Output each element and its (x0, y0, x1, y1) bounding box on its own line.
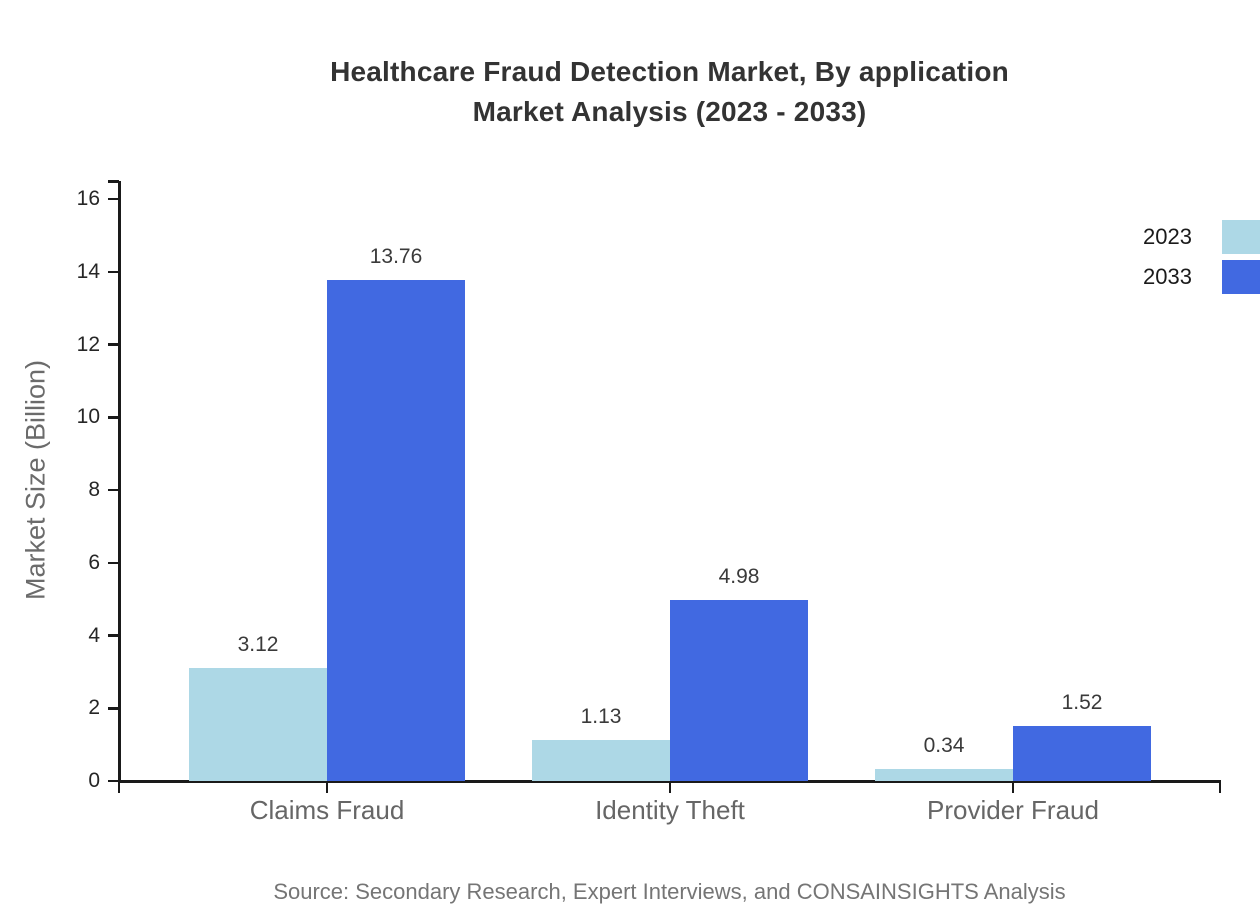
chart-title: Healthcare Fraud Detection Market, By ap… (119, 52, 1220, 132)
y-tick (108, 707, 119, 710)
legend-label-2033: 2033 (1143, 264, 1192, 289)
value-label-2023-claims-fraud: 3.12 (237, 632, 279, 656)
legend-item-2033: 2033 (1000, 260, 1260, 294)
x-axis-label-provider-fraud: Provider Fraud (927, 795, 1099, 825)
y-tick (108, 634, 119, 637)
legend-item-2023: 2023 (1000, 220, 1260, 254)
legend-swatch-2023 (1222, 220, 1260, 254)
bar-2033-claims-fraud (327, 280, 465, 781)
y-tick-label: 4 (88, 623, 100, 647)
y-tick-label: 0 (88, 769, 100, 792)
y-axis-line (118, 181, 121, 782)
value-label-2023-identity-theft: 1.13 (580, 704, 622, 728)
y-tick (108, 270, 119, 273)
y-axis-end-cap (108, 180, 119, 183)
x-axis-line (118, 780, 1221, 783)
bar-2023-claims-fraud (189, 667, 327, 781)
y-tick-label: 12 (76, 332, 100, 356)
x-tick (668, 783, 672, 793)
value-label-2033-identity-theft: 4.98 (718, 564, 760, 588)
y-tick-label: 16 (76, 187, 100, 210)
y-tick-label: 6 (88, 550, 100, 574)
y-tick-label: 2 (88, 696, 100, 720)
x-axis-start-tick (117, 783, 121, 793)
x-axis-label-claims-fraud: Claims Fraud (249, 795, 405, 825)
y-tick-label: 8 (88, 478, 100, 501)
x-tick (325, 783, 329, 793)
legend-label-2023: 2023 (1143, 224, 1192, 249)
legend-swatch-2033 (1222, 260, 1260, 294)
bar-2033-identity-theft (670, 599, 808, 781)
bar-2023-provider-fraud (875, 768, 1013, 781)
y-tick-label: 10 (76, 405, 100, 429)
value-label-2033-provider-fraud: 1.52 (1061, 690, 1103, 714)
y-tick (108, 561, 119, 564)
y-tick (108, 416, 119, 419)
x-tick (1011, 783, 1015, 793)
value-label-2033-claims-fraud: 13.76 (369, 245, 423, 269)
bar-2033-provider-fraud (1013, 725, 1151, 781)
bar-2023-identity-theft (532, 739, 670, 781)
y-tick (108, 488, 119, 492)
x-axis-end-tick (1218, 783, 1222, 793)
x-axis-label-identity-theft: Identity Theft (595, 795, 745, 825)
y-tick-label: 14 (76, 259, 100, 283)
y-tick (108, 343, 119, 346)
chart-title-line2: Market Analysis (2023 - 2033) (472, 96, 867, 127)
y-tick (108, 197, 119, 201)
y-tick (108, 779, 119, 783)
chart-title-line1: Healthcare Fraud Detection Market, By ap… (330, 56, 1009, 87)
value-label-2023-provider-fraud: 0.34 (923, 733, 965, 757)
source-text: Source: Secondary Research, Expert Inter… (273, 879, 1066, 904)
